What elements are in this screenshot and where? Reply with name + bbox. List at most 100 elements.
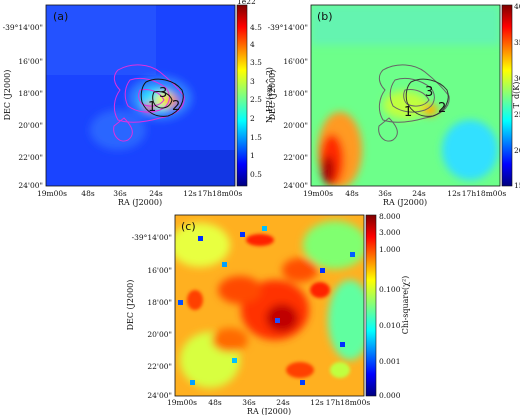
panel-b-xtick: 24s — [412, 189, 426, 198]
panel-c-cbar-tick: 3.000 — [379, 228, 401, 237]
panel-a-cbar-tick: 3 — [250, 77, 255, 86]
panel-a-colorbar-label: N_H2(cm^-2) — [265, 67, 274, 123]
panel-c-cbar-tick: 8.000 — [379, 212, 401, 221]
panel-a-xtick: 12s — [183, 189, 197, 198]
panel-b-colorbar-ticks: 40 35 30 25 20 15 — [514, 2, 520, 190]
panel-b-y-ticks: -39°14'00" 16'00" 18'00" 20'00" 22'00" 2… — [268, 23, 308, 190]
panel-a-ytick: -39°14'00" — [3, 23, 43, 32]
panel-a-ytick: 18'00" — [18, 89, 43, 98]
panel-b-cbar-tick: 20 — [514, 146, 520, 155]
panel-c-ytick: 24'00" — [147, 391, 172, 400]
panel-c-cbar-tick: 1.000 — [379, 245, 401, 254]
panel-c-ytick: 18'00" — [147, 298, 172, 307]
panel-a-ytick: 16'00" — [18, 57, 43, 66]
panel-b-source-3: 3 — [425, 85, 433, 100]
panel-b-xtick: 36s — [378, 189, 392, 198]
panel-a-ytick: 22'00" — [18, 153, 43, 162]
panel-a-colorbar-exponent: 1e22 — [237, 0, 256, 6]
panel-a-cbar-tick: 1 — [250, 151, 255, 160]
panel-b-colorbar — [501, 4, 513, 187]
panel-a-xtick: 36s — [113, 189, 127, 198]
panel-c-xtick: 24s — [276, 398, 290, 407]
panel-a-xtick: 19m00s — [37, 189, 67, 198]
panel-b-ytick: 16'00" — [283, 57, 308, 66]
panel-b-x-ticks: 19m00s 48s 36s 24s 12s 17h18m00s — [303, 189, 506, 198]
panel-c-xtick: 36s — [242, 398, 256, 407]
panel-b-source-2: 2 — [438, 101, 446, 116]
panel-a-cbar-tick: 1.5 — [250, 133, 262, 142]
panel-c-colorbar — [365, 214, 377, 397]
panel-b-cbar-tick: 35 — [514, 38, 520, 47]
panel-c-chi-square: (c) -39°14'00" 16'00" 18'00" 20'00" 22'0… — [126, 212, 410, 415]
panel-a-xtick: 17h18m00s — [198, 189, 243, 198]
panel-b-ytick: 20'00" — [283, 121, 308, 130]
panel-b-ytick: 22'00" — [283, 153, 308, 162]
panel-b-label: (b) — [317, 10, 333, 23]
panel-b-cbar-tick: 30 — [514, 74, 520, 83]
panel-c-image — [175, 215, 364, 396]
panel-a-y-ticks: -39°14'00" 16'00" 18'00" 20'00" 22'00" 2… — [3, 23, 43, 190]
panel-a-cbar-tick: 2 — [250, 114, 255, 123]
panel-c-ytick: 20'00" — [147, 330, 172, 339]
panel-c-cbar-tick: 0.000 — [379, 391, 401, 400]
panel-b-xtick: 19m00s — [303, 189, 333, 198]
panel-c-label: (c) — [181, 220, 196, 233]
panel-b-ylabel: DEC (J2000) — [268, 70, 277, 121]
panel-b-cbar-tick: 15 — [514, 181, 520, 190]
panel-a-x-ticks: 19m00s 48s 36s 24s 12s 17h18m00s — [37, 189, 242, 198]
panel-b-colorbar-label: T_d(K) — [512, 82, 520, 109]
panel-a-cbar-tick: 4 — [250, 40, 255, 49]
panel-c-colorbar-label: Chi-square(χ²) — [401, 276, 410, 335]
panel-a-source-1: 1 — [148, 100, 156, 115]
panel-b-ytick: 18'00" — [283, 89, 308, 98]
panel-b-ytick: -39°14'00" — [268, 23, 308, 32]
panel-c-frame — [174, 214, 365, 397]
panel-a-xtick: 24s — [149, 189, 163, 198]
panel-c-ytick: -39°14'00" — [132, 233, 172, 242]
panel-a-column-density: (a) 1 2 3 -39°14'00" 16'00" 18'00" 20'00… — [3, 0, 274, 207]
panel-a-image — [46, 5, 235, 186]
panel-a-ytick: 24'00" — [18, 181, 43, 190]
panel-c-ylabel: DEC (J2000) — [126, 280, 135, 331]
panel-a-cbar-tick: 2.5 — [250, 95, 262, 104]
panel-b-dust-temperature: (b) 1 2 3 -39°14'00" 16'00" 18'00" 20'00… — [268, 2, 520, 207]
panel-c-ytick: 22'00" — [147, 362, 172, 371]
panel-b-image — [311, 5, 500, 186]
panel-c-xlabel: RA (J2000) — [247, 407, 291, 415]
panel-a-colorbar — [236, 4, 248, 187]
panel-a-colorbar-ticks: 4.5 4 3.5 3 2.5 2 1.5 1 0.5 — [250, 23, 262, 179]
panel-b-frame — [310, 4, 501, 187]
panel-a-frame — [45, 4, 236, 187]
panel-c-x-ticks: 19m00s 48s 36s 24s 12s 17h18m00s — [167, 398, 370, 407]
panel-c-cbar-tick: 0.010 — [379, 321, 401, 330]
panel-a-label: (a) — [53, 10, 68, 23]
panel-b-xtick: 48s — [345, 189, 359, 198]
panel-a-ytick: 20'00" — [18, 121, 43, 130]
panel-a-xtick: 48s — [81, 189, 95, 198]
panel-c-xtick: 19m00s — [167, 398, 197, 407]
panel-a-cbar-tick: 3.5 — [250, 58, 262, 67]
panel-b-cbar-tick: 25 — [514, 110, 520, 119]
panel-c-xtick: 48s — [208, 398, 222, 407]
panel-b-xtick: 12s — [447, 189, 461, 198]
panel-b-source-1: 1 — [404, 105, 412, 120]
panel-b-ytick: 24'00" — [283, 181, 308, 190]
panel-c-blue-pixels — [178, 226, 355, 385]
panel-c-ytick: 16'00" — [147, 266, 172, 275]
panel-a-ylabel: DEC (J2000) — [3, 70, 12, 121]
panel-a-cbar-tick: 0.5 — [250, 170, 262, 179]
panel-a-source-2: 2 — [172, 99, 180, 114]
panel-c-cbar-tick: 0.100 — [379, 285, 401, 294]
panel-c-colorbar-ticks: 8.000 3.000 1.000 0.100 0.010 0.001 0.00… — [379, 212, 401, 400]
panel-b-xlabel: RA (J2000) — [383, 198, 427, 207]
panel-c-xtick: 12s — [310, 398, 324, 407]
panel-b-cbar-tick: 40 — [514, 2, 520, 11]
panel-a-source-3: 3 — [159, 86, 167, 101]
panel-a-xlabel: RA (J2000) — [118, 198, 162, 207]
panel-b-xtick: 17h18m00s — [462, 189, 507, 198]
panel-c-cbar-tick: 0.001 — [379, 357, 400, 366]
panel-c-xtick: 17h18m00s — [326, 398, 371, 407]
panel-c-y-ticks: -39°14'00" 16'00" 18'00" 20'00" 22'00" 2… — [132, 233, 172, 400]
panel-a-cbar-tick: 4.5 — [250, 23, 262, 32]
